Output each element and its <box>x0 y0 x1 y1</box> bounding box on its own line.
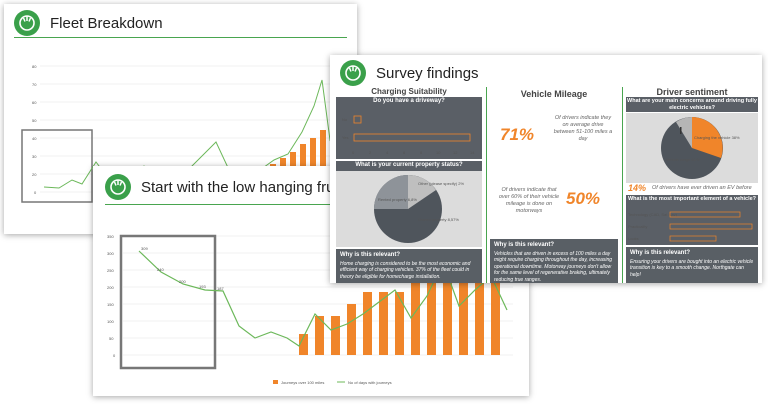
data-label: 240 <box>157 267 164 272</box>
plug-logo-icon <box>340 60 366 86</box>
bar-technology <box>669 211 741 218</box>
bar-looks <box>669 235 717 242</box>
y-tick: 250 <box>107 268 114 273</box>
x-tick: 2 <box>369 150 372 155</box>
y-tick: 100 <box>107 319 114 324</box>
x-tick: 10 <box>436 150 441 155</box>
y-tick: 200 <box>107 285 114 290</box>
element-question: What is the most important element of a … <box>626 195 758 207</box>
plug-logo-icon <box>14 10 40 36</box>
slide-title: Survey findings <box>376 64 479 82</box>
driveway-question: Do you have a driveway? <box>336 97 482 107</box>
data-label: 193 <box>199 284 206 289</box>
why-text: Ensuring your drivers are bought into an… <box>630 258 754 278</box>
sentiment-title: Driver sentiment <box>656 87 728 97</box>
property-pie: Other (please specify) 2% Rented propert… <box>336 171 482 247</box>
slice-label: Other (please specify) 2% <box>418 181 464 186</box>
charging-title: Charging Suitability <box>371 87 447 96</box>
mileage-pct-1: 71% <box>500 125 535 144</box>
bar-practicality <box>669 223 753 230</box>
y-tick: 50 <box>32 118 37 123</box>
slide-title: Start with the low hanging fruit <box>141 178 342 196</box>
sentiment-pct-text: Of drivers have ever driven an EV before <box>652 185 752 191</box>
y-tick: 0 <box>113 353 116 358</box>
x-tick: 6 <box>403 150 406 155</box>
bar-no <box>353 115 362 124</box>
legend-swatch-bars <box>273 380 278 384</box>
slice-label: Charging the vehicle 38% <box>694 135 740 140</box>
fruit-chart: 350 300 250 200 150 100 50 0 309 240 200… <box>107 234 513 385</box>
driveway-chart: No Yes 0 2 4 6 8 10 12 14 <box>336 107 482 159</box>
plug-logo-icon <box>105 174 131 200</box>
cat-label: No <box>342 117 348 122</box>
sentiment-why-box: Why is this relevant? Ensuring your driv… <box>626 247 758 283</box>
slice-label: Rented property 6,8% <box>378 197 417 202</box>
cat-label: Looks <box>628 236 639 241</box>
data-label: 309 <box>141 246 148 251</box>
y-tick: 50 <box>109 336 114 341</box>
x-tick: 14 <box>470 150 475 155</box>
mileage-why-box: Why is this relevant? Vehicles that are … <box>490 239 618 283</box>
bar-yes <box>353 133 471 142</box>
cat-label: Technology (CAD, Sat Nav) <box>628 212 678 217</box>
y-tick: 80 <box>32 64 37 69</box>
x-tick: 4 <box>386 150 389 155</box>
x-tick: 0 <box>352 150 355 155</box>
why-heading: Why is this relevant? <box>340 252 401 258</box>
mileage-title: Vehicle Mileage <box>520 89 588 99</box>
slice-label: Vehicle range 41% <box>666 157 700 162</box>
data-label: 200 <box>179 279 186 284</box>
y-tick: 20 <box>32 172 37 177</box>
legend-line: No of days with journeys <box>348 380 392 385</box>
highlight-box <box>21 129 93 203</box>
why-heading: Why is this relevant? <box>494 242 555 248</box>
mileage-text-2: Of drivers indicate that over 60% of the… <box>498 187 560 214</box>
y-tick: 30 <box>32 154 37 159</box>
why-text: Vehicles that are driven in excess of 10… <box>494 250 613 283</box>
fruit-bars <box>299 268 500 355</box>
y-tick: 300 <box>107 251 114 256</box>
cat-label: Practicality <box>628 224 647 229</box>
mileage-pct-2: 50% <box>566 189 601 208</box>
x-tick: 8 <box>420 150 423 155</box>
y-tick: 350 <box>107 234 114 239</box>
why-heading: Why is this relevant? <box>630 250 691 256</box>
slide-title: Fleet Breakdown <box>50 14 163 32</box>
why-text: Home charging is considered to be the mo… <box>340 260 471 280</box>
y-tick: 0 <box>34 190 37 195</box>
y-tick: 60 <box>32 100 37 105</box>
y-tick: 150 <box>107 302 114 307</box>
cat-label: Yes <box>342 135 349 140</box>
legend-bars: Journeys over 100 miles <box>281 380 324 385</box>
sentiment-pct: 14% <box>628 183 647 193</box>
data-label: 187 <box>217 286 224 291</box>
property-question: What is your current property status? <box>336 161 482 171</box>
mileage-text-1: Of drivers indicate they on average driv… <box>553 115 613 142</box>
charging-why-box: Why is this relevant? Home charging is c… <box>336 249 482 283</box>
slide-survey-findings[interactable]: Survey findings Charging Suitability Do … <box>330 55 762 283</box>
x-tick: 12 <box>453 150 458 155</box>
slice-label: Owned property 8,57% <box>418 217 459 222</box>
element-chart: Technology (CAD, Sat Nav) Practicality L… <box>626 207 758 245</box>
concerns-pie: Charging the vehicle 38% Vehicle range 4… <box>626 113 758 183</box>
fleet-line <box>43 79 341 189</box>
y-tick: 70 <box>32 82 37 87</box>
highlight-box <box>119 234 217 370</box>
concerns-question: What are your main concerns around drivi… <box>626 97 758 112</box>
y-tick: 40 <box>32 136 37 141</box>
